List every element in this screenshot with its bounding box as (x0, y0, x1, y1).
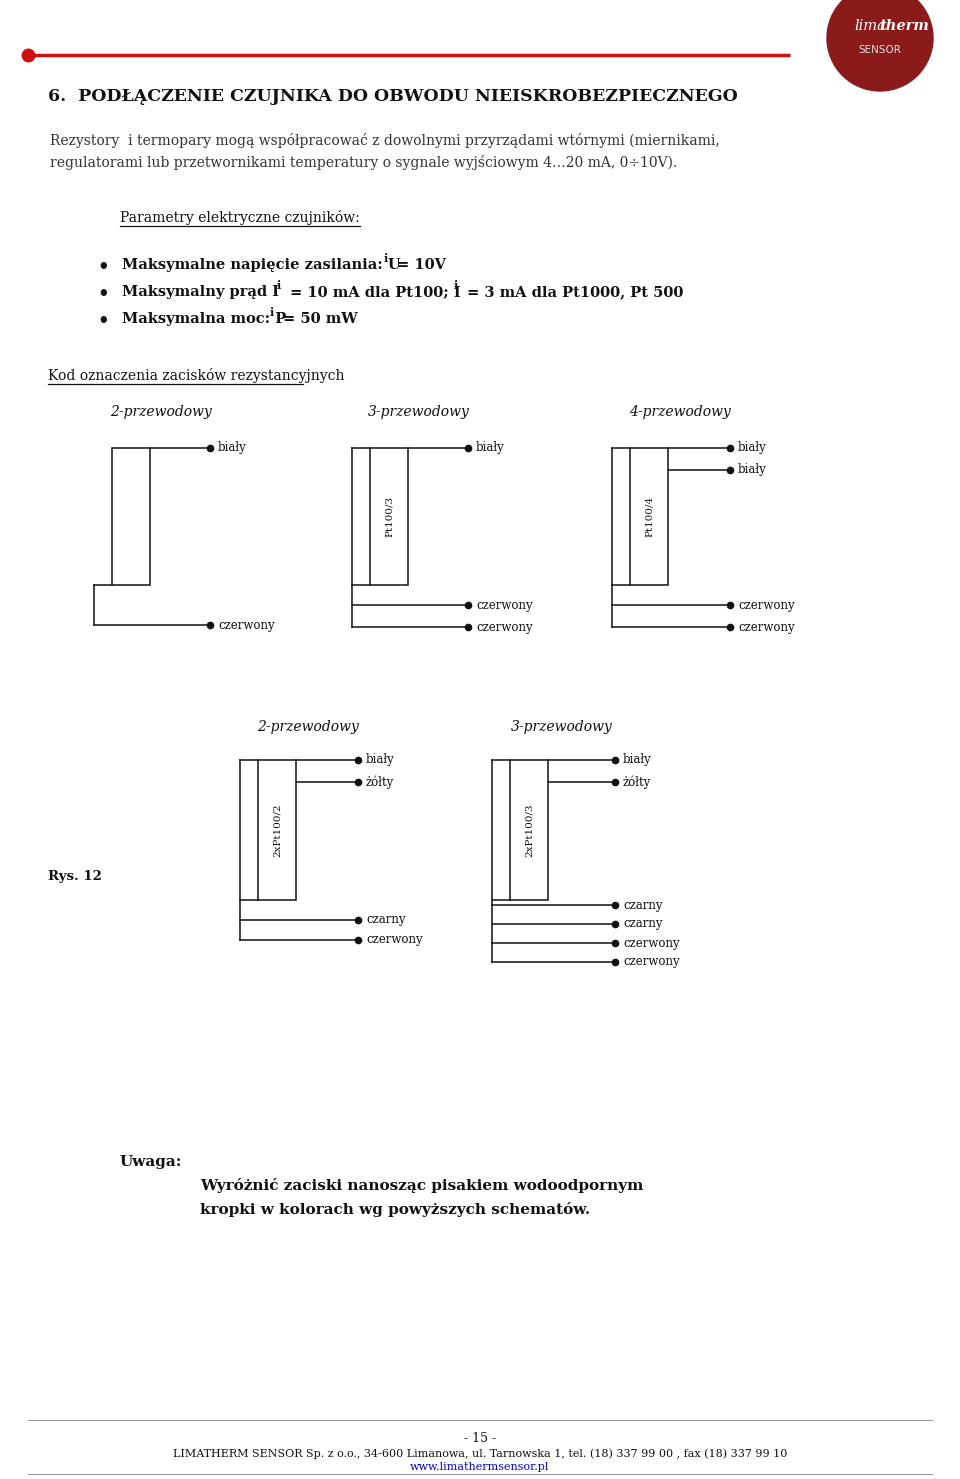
Text: 3-przewodowy: 3-przewodowy (368, 405, 470, 419)
Text: = 3 mA dla Pt1000, Pt 500: = 3 mA dla Pt1000, Pt 500 (462, 285, 684, 299)
Text: = 50 mW: = 50 mW (278, 312, 358, 325)
Text: czerwony: czerwony (366, 933, 422, 947)
Bar (630, 448, 668, 586)
Text: kropki w kolorach wg powyższych schematów.: kropki w kolorach wg powyższych schemató… (200, 1202, 590, 1217)
Bar (112, 448, 150, 586)
Bar (258, 760, 296, 901)
Text: 2-przewodowy: 2-przewodowy (110, 405, 212, 419)
Text: Uwaga:: Uwaga: (120, 1155, 182, 1168)
Text: czarny: czarny (623, 917, 662, 930)
Text: Maksymalny prąd I: Maksymalny prąd I (122, 285, 279, 299)
Text: biały: biały (738, 442, 767, 454)
Text: - 15 -: - 15 - (464, 1432, 496, 1445)
Text: Pt100/3: Pt100/3 (385, 495, 394, 537)
Text: = 10V: = 10V (392, 257, 446, 272)
Text: biały: biały (738, 463, 767, 476)
Text: Pt100/4: Pt100/4 (644, 495, 654, 537)
Text: czerwony: czerwony (738, 621, 795, 633)
Bar (510, 760, 548, 901)
Text: czerwony: czerwony (218, 618, 275, 632)
Text: •: • (97, 285, 108, 303)
Circle shape (827, 0, 933, 92)
Text: 2-przewodowy: 2-przewodowy (257, 720, 359, 734)
Text: czerwony: czerwony (476, 599, 533, 611)
Text: 2xPt100/3: 2xPt100/3 (524, 803, 534, 856)
Text: i: i (384, 253, 388, 263)
Text: www.limathermsensor.pl: www.limathermsensor.pl (410, 1463, 550, 1472)
Text: żółty: żółty (623, 775, 651, 788)
Text: biały: biały (476, 442, 505, 454)
Text: czarny: czarny (623, 899, 662, 911)
Text: regulatorami lub przetwornikami temperatury o sygnale wyjściowym 4…20 mA, 0÷10V): regulatorami lub przetwornikami temperat… (50, 155, 677, 170)
Text: biały: biały (218, 442, 247, 454)
Text: Wyróżnić zaciski nanosząc pisakiem wodoodpornym: Wyróżnić zaciski nanosząc pisakiem wodoo… (200, 1177, 643, 1194)
Text: czerwony: czerwony (623, 936, 680, 950)
Text: Maksymalna moc: P: Maksymalna moc: P (122, 312, 286, 325)
Text: Parametry elektryczne czujników:: Parametry elektryczne czujników: (120, 210, 360, 225)
Text: i: i (454, 280, 458, 291)
Text: 3-przewodowy: 3-przewodowy (511, 720, 612, 734)
Text: Kod oznaczenia zacisków rezystancyjnych: Kod oznaczenia zacisków rezystancyjnych (48, 368, 345, 383)
Text: 6.  PODŁĄCZENIE CZUJNIKA DO OBWODU NIEISKROBEZPIECZNEGO: 6. PODŁĄCZENIE CZUJNIKA DO OBWODU NIEISK… (48, 87, 737, 105)
Text: i: i (270, 308, 275, 318)
Text: biały: biały (366, 753, 395, 766)
Text: czarny: czarny (366, 914, 405, 926)
Text: 4-przewodowy: 4-przewodowy (629, 405, 731, 419)
Text: SENSOR: SENSOR (858, 44, 901, 55)
Text: = 10 mA dla Pt100; I: = 10 mA dla Pt100; I (285, 285, 461, 299)
Text: 2xPt100/2: 2xPt100/2 (273, 803, 281, 856)
Text: •: • (97, 312, 108, 330)
Text: lima: lima (854, 19, 886, 33)
Text: biały: biały (623, 753, 652, 766)
Text: LIMATHERM SENSOR Sp. z o.o., 34-600 Limanowa, ul. Tarnowska 1, tel. (18) 337 99 : LIMATHERM SENSOR Sp. z o.o., 34-600 Lima… (173, 1448, 787, 1458)
Text: żółty: żółty (366, 775, 395, 788)
Text: Rezystory  i termopary mogą współpracować z dowolnymi przyrządami wtórnymi (mier: Rezystory i termopary mogą współpracować… (50, 133, 720, 148)
Text: czerwony: czerwony (738, 599, 795, 611)
Text: •: • (97, 257, 108, 277)
Text: czerwony: czerwony (476, 621, 533, 633)
Text: therm: therm (879, 19, 929, 33)
Text: Maksymalne napięcie zasilania: U: Maksymalne napięcie zasilania: U (122, 257, 400, 272)
Text: i: i (277, 280, 281, 291)
Text: czerwony: czerwony (623, 955, 680, 969)
Bar (370, 448, 408, 586)
Text: Rys. 12: Rys. 12 (48, 870, 102, 883)
